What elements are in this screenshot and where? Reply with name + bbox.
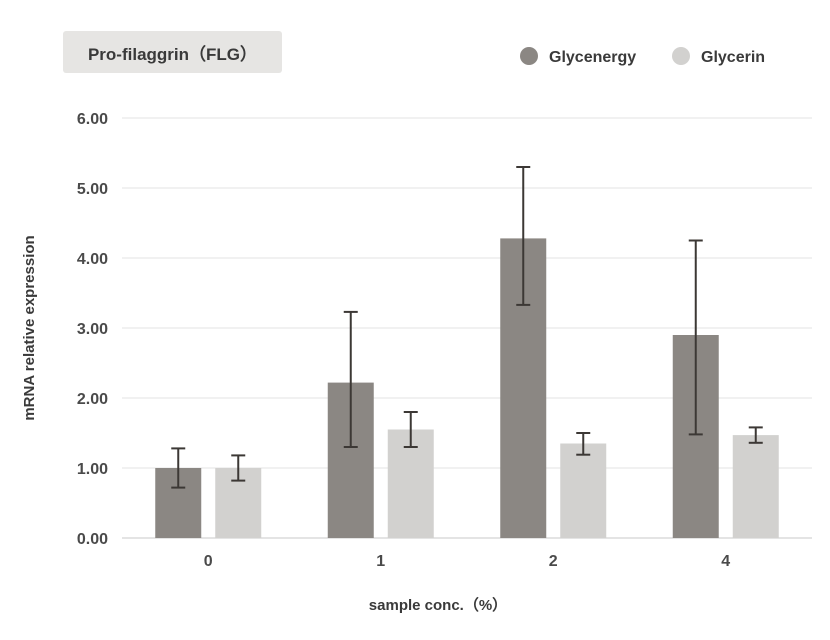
error-bar [576,432,591,456]
x-axis-ticks: 0 1 2 4 [204,553,731,570]
x-tick-label: 2 [549,553,558,570]
y-tick-label: 3.00 [77,321,108,338]
legend-swatch [672,47,690,65]
error-bars [171,166,763,489]
x-axis-label: sample conc.（%） [369,596,507,614]
y-tick-label: 5.00 [77,181,108,198]
legend-label: Glycerin [701,49,765,66]
bar-glycerin [560,443,607,538]
x-tick-label: 1 [376,553,385,570]
legend: Glycenergy Glycerin [520,47,765,66]
error-bar [688,239,703,436]
legend-swatch [520,47,538,65]
y-axis-label: mRNA relative expression [21,235,38,420]
error-bar [516,166,531,306]
y-tick-label: 6.00 [77,111,108,128]
legend-label: Glycenergy [549,49,636,66]
chart-title: Pro-filaggrin（FLG） [63,31,282,73]
bar-glycerin [732,435,779,538]
error-bar [403,411,418,448]
bars [155,238,779,538]
y-tick-label: 2.00 [77,391,108,408]
error-bar [231,454,246,482]
y-tick-label: 4.00 [77,251,108,268]
y-tick-label: 0.00 [77,531,108,548]
error-bar [748,426,763,444]
error-bar [171,447,186,489]
error-bar [343,310,358,448]
y-tick-label: 1.00 [77,461,108,478]
x-tick-label: 0 [204,553,213,570]
y-axis-ticks: 0.00 1.00 2.00 3.00 4.00 5.00 6.00 [77,111,108,548]
x-tick-label: 4 [721,553,730,570]
